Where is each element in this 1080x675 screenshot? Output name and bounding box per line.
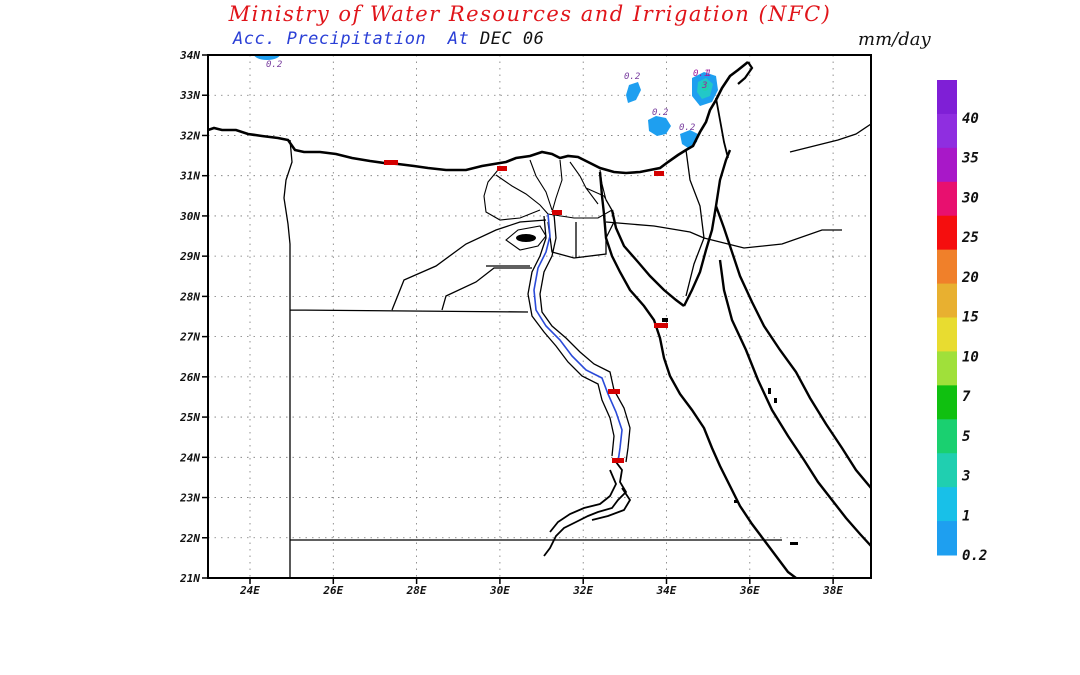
colorbar-segment	[937, 453, 957, 488]
lat-label-30N: 30N	[179, 210, 200, 223]
colorbar-label-40: 40	[962, 111, 979, 127]
map-subtitle: Acc. Precipitation At DEC 06	[233, 29, 544, 49]
colorbar-segment	[937, 215, 957, 251]
red-sea-islands	[662, 318, 798, 545]
colorbar-label-25: 25	[961, 230, 979, 246]
colorbar-segment	[937, 385, 957, 420]
precip-label-7: 1	[706, 69, 711, 79]
arabia-coast	[718, 259, 871, 547]
lon-label-26E: 26E	[322, 584, 343, 597]
precip-label-1: 0.2	[266, 60, 282, 70]
colorbar-segment	[937, 147, 957, 183]
lat-label-21N: 21N	[179, 572, 200, 585]
colorbar-label-35: 35	[961, 151, 979, 167]
colorbar-segment	[937, 419, 957, 454]
lat-label-25N: 25N	[179, 411, 200, 424]
colorbar-label-7: 7	[962, 389, 971, 405]
colorbar-segment	[937, 487, 957, 522]
longitude-axis: 24E 26E 28E 30E 32E 34E 36E 38E	[239, 578, 843, 597]
units-label: mm/day	[858, 29, 931, 50]
precip-patch-1	[626, 82, 641, 103]
precip-patch-core	[701, 81, 709, 91]
map-frame	[207, 54, 872, 579]
lat-label-29N: 29N	[179, 250, 200, 263]
map-features: 0.2 0.2 0.2 0.2 0.1 3 1	[208, 55, 871, 578]
colorbar-label-30: 30	[961, 190, 979, 206]
precip-patches	[253, 55, 718, 148]
precip-label-5: 0.1	[693, 69, 709, 79]
sinai-west-coast	[610, 209, 685, 307]
colorbar-segment	[937, 249, 957, 285]
colorbar: 40 35 30 25 20 15 10 7 5 3 1 0.2	[937, 80, 987, 564]
latitude-axis: 34N 33N 32N 31N 30N 29N 28N 27N 26N 25N 24N 23N 22N 2…	[179, 49, 208, 585]
lat-label-24N: 24N	[179, 451, 200, 464]
levant-coast	[737, 61, 754, 85]
lon-label-36E: 36E	[739, 584, 760, 597]
colorbar-segment	[937, 181, 957, 217]
lon-label-34E: 34E	[656, 584, 677, 597]
precip-patch-2	[648, 116, 671, 136]
colorbar-segment	[937, 283, 957, 318]
lat-label-26N: 26N	[179, 371, 200, 384]
lat-label-33N: 33N	[179, 89, 200, 102]
map-title: Ministry of Water Resources and Irrigati…	[228, 2, 832, 26]
lat-label-34N: 34N	[179, 49, 200, 62]
red-sea-west-coast	[598, 171, 797, 578]
colorbar-label-5: 5	[962, 429, 970, 445]
sinai-border	[715, 97, 729, 159]
lon-label-28E: 28E	[406, 584, 427, 597]
lat-label-31N: 31N	[179, 170, 200, 183]
date-label: DEC 06	[479, 29, 545, 49]
colorbar-label-15: 15	[962, 310, 979, 326]
lon-label-38E: 38E	[822, 584, 843, 597]
station-markers	[384, 160, 668, 463]
colorbar-label-20: 20	[961, 270, 979, 286]
admin-boundaries	[283, 123, 871, 578]
colorbar-label-0.2: 0.2	[962, 548, 987, 564]
colorbar-segment	[937, 351, 957, 386]
lat-label-32N: 32N	[179, 129, 200, 142]
colorbar-label-10: 10	[962, 349, 979, 365]
precip-patch-nw	[253, 55, 281, 60]
subtitle-text: Acc. Precipitation	[233, 29, 427, 49]
colorbar-label-3: 3	[961, 469, 970, 485]
colorbar-segment	[937, 80, 957, 115]
mediterranean-coast	[208, 60, 749, 175]
lon-label-32E: 32E	[572, 584, 593, 597]
nile-river-banks	[527, 213, 631, 463]
precip-label-2: 0.2	[624, 72, 640, 82]
colorbar-segment	[937, 317, 957, 352]
lat-label-22N: 22N	[179, 532, 200, 545]
lon-label-24E: 24E	[239, 584, 260, 597]
lat-label-27N: 27N	[179, 331, 200, 344]
precip-label-6: 3	[701, 81, 707, 91]
colorbar-segment	[937, 113, 957, 149]
gulf-aqaba-coast	[682, 149, 871, 489]
precip-label-3: 0.2	[652, 108, 668, 118]
at-label: At	[447, 29, 470, 49]
lon-label-30E: 30E	[489, 584, 510, 597]
delta-lines	[483, 159, 615, 221]
nile-river	[533, 213, 623, 463]
lake-qarun	[516, 234, 536, 242]
lat-label-23N: 23N	[179, 492, 200, 505]
lat-label-28N: 28N	[179, 290, 200, 303]
colorbar-label-1: 1	[962, 508, 970, 524]
lake-nasser	[543, 461, 632, 557]
precip-label-4: 0.2	[679, 123, 695, 133]
colorbar-segment	[937, 521, 957, 556]
